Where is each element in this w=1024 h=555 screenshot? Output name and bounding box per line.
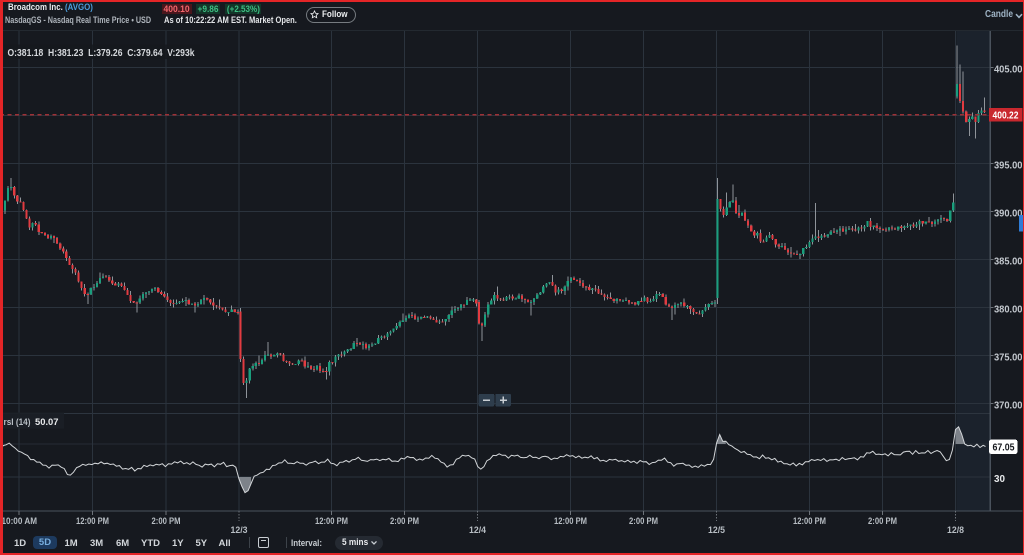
- svg-text:2:00 PM: 2:00 PM: [152, 516, 181, 527]
- svg-text:2:00 PM: 2:00 PM: [868, 516, 897, 527]
- svg-text:12:00 PM: 12:00 PM: [76, 516, 109, 527]
- svg-text:12/4: 12/4: [469, 525, 487, 536]
- svg-text:385.00: 385.00: [994, 257, 1023, 268]
- svg-text:12:00 PM: 12:00 PM: [793, 516, 826, 527]
- svg-text:67.05: 67.05: [993, 443, 1015, 454]
- svg-text:50.07: 50.07: [35, 417, 59, 428]
- svg-text:10:00 AM: 10:00 AM: [2, 516, 38, 527]
- svg-text:12:00 PM: 12:00 PM: [315, 516, 348, 527]
- svg-text:rsI (14): rsI (14): [4, 417, 31, 428]
- svg-text:395.00: 395.00: [994, 161, 1023, 172]
- svg-text:400.22: 400.22: [993, 111, 1019, 122]
- svg-text:2:00 PM: 2:00 PM: [629, 516, 658, 527]
- svg-text:370.00: 370.00: [994, 401, 1023, 412]
- svg-text:12/5: 12/5: [708, 525, 726, 536]
- svg-text:12:00 PM: 12:00 PM: [554, 516, 587, 527]
- svg-text:12/3: 12/3: [231, 525, 248, 536]
- svg-text:405.00: 405.00: [994, 65, 1023, 76]
- svg-text:390.00: 390.00: [994, 209, 1023, 220]
- svg-text:2:00 PM: 2:00 PM: [390, 516, 419, 527]
- svg-text:12/8: 12/8: [947, 525, 964, 536]
- svg-text:30: 30: [994, 474, 1005, 485]
- svg-text:380.00: 380.00: [994, 305, 1023, 316]
- svg-text:O:381.18 H:381.23 L:379.26: O:381.18 H:381.23 L:379.26 C:379.64 V:29…: [8, 48, 195, 59]
- svg-text:375.00: 375.00: [994, 353, 1023, 364]
